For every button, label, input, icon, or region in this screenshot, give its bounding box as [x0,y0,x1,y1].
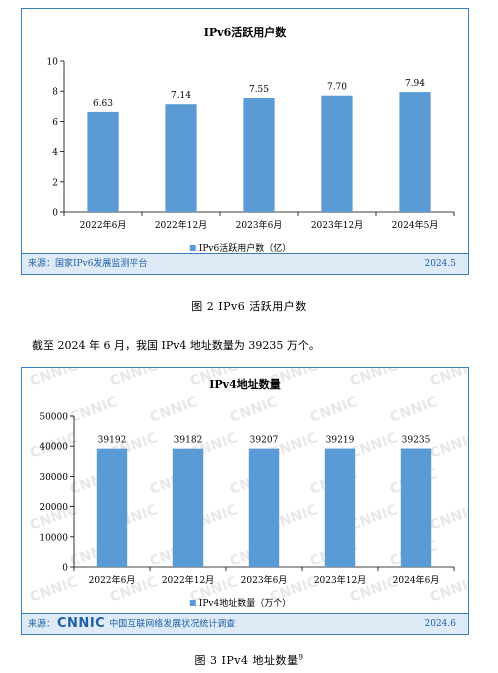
ipv6-source-date: 2024.5 [424,259,457,269]
ipv4-source-bar: 来源： CNNIC 中国互联网络发展状况统计调查 2024.6 [22,613,468,634]
bar [165,104,197,212]
data-label: 39207 [250,436,279,446]
legend: IPv4地址数量（万个） [189,597,291,609]
watermark-text: CNNIC [28,574,80,606]
x-tick-label: 2022年12月 [162,574,214,586]
x-tick-label: 2022年6月 [89,574,136,586]
watermark-text: CNNIC [68,394,120,426]
watermark-text: CNNIC [428,368,468,390]
data-label: 7.70 [327,83,347,93]
ipv4-source-prefix: 来源： [28,619,56,630]
y-tick-label: 0 [62,564,68,574]
y-tick-label: 40000 [39,443,68,453]
legend-swatch [189,600,196,606]
bar [399,92,431,212]
watermark-text: CNNIC [428,430,468,462]
watermark-text: CNNIC [428,502,468,534]
watermark-text: CNNIC [28,368,80,390]
footnote-marker: 9 [298,653,304,662]
bar [248,448,280,567]
legend: IPv6活跃用户数（亿） [189,242,291,254]
x-tick-label: 2023年12月 [314,574,366,586]
y-tick-label: 50000 [39,413,68,423]
y-tick-label: 6 [52,118,58,128]
chart-title: IPv6活跃用户数 [204,25,287,39]
y-tick-label: 10000 [39,533,68,543]
ipv6-chart-panel: IPv6活跃用户数 0 2 4 6 8 10 6.63 2022年6月 7.14 2022年12月 7… [21,8,469,275]
ipv4-chart-panel: CNNIC CNNIC CNNIC CNNIC CNNIC CNNIC CNNIC CNNIC… [21,367,469,635]
watermark-text: CNNIC [148,394,200,426]
y-tick-label: 30000 [39,473,68,483]
x-tick-label: 2024年6月 [393,574,440,586]
figure-3-caption: 图 3 IPv4 地址数量9 [0,652,498,668]
data-label: 7.94 [405,79,425,89]
x-tick-label: 2022年6月 [80,219,127,231]
x-tick-label: 2023年12月 [311,219,363,231]
y-tick-label: 0 [52,209,58,219]
bar [400,448,432,567]
data-label: 39192 [98,436,127,446]
x-tick-label: 2022年12月 [155,219,207,231]
watermark-text: CNNIC [228,394,280,426]
chart-title: IPv4地址数量 [209,377,280,391]
bar [243,97,275,212]
ipv4-source-text: 中国互联网络发展状况统计调查 [109,619,236,630]
watermark-text: CNNIC [348,502,400,534]
data-label: 39182 [174,436,203,446]
bar [324,448,356,567]
data-label: 39235 [402,436,431,446]
ipv4-paragraph: 截至 2024 年 6 月，我国 IPv4 地址数量为 39235 万个。 [32,339,320,352]
y-tick-label: 4 [52,148,58,158]
bar [87,111,119,212]
data-label: 6.63 [93,99,113,109]
watermark-text: CNNIC [108,368,160,390]
cnnic-logo: CNNIC [57,616,106,631]
y-tick-label: 10 [47,58,59,68]
bar [321,95,353,212]
watermark-text: CNNIC [308,394,360,426]
y-tick-label: 2 [52,178,58,188]
legend-swatch [189,245,196,251]
ipv4-source-label: 来源： CNNIC 中国互联网络发展状况统计调查 [28,614,235,635]
watermark-text: CNNIC [388,394,440,426]
x-tick-label: 2024年5月 [392,219,439,231]
x-tick-label: 2023年6月 [241,574,288,586]
bar [172,448,204,567]
ipv4-source-date: 2024.6 [424,619,457,629]
ipv6-source-label: 来源：国家IPv6发展监测平台 [28,259,148,269]
legend-label: IPv4地址数量（万个） [199,597,291,609]
watermark-text: CNNIC [348,368,400,390]
y-tick-label: 20000 [39,503,68,513]
watermark-text: CNNIC [348,430,400,462]
ipv4-chart: CNNIC CNNIC CNNIC CNNIC CNNIC CNNIC CNNIC CNNIC… [28,368,468,609]
ipv6-chart: IPv6活跃用户数 0 2 4 6 8 10 6.63 2022年6月 7.14 2022年12月 7… [47,25,455,254]
figure-2-caption: 图 2 IPv6 活跃用户数 [191,300,307,313]
ipv6-source-bar: 来源：国家IPv6发展监测平台 2024.5 [22,253,468,274]
figure-3-caption-text: 图 3 IPv4 地址数量 [194,654,299,667]
legend-label: IPv6活跃用户数（亿） [199,242,291,254]
data-label: 39219 [326,436,355,446]
data-label: 7.14 [171,91,191,101]
x-tick-label: 2023年6月 [236,219,283,231]
bar [96,448,128,567]
y-tick-label: 8 [52,88,58,98]
data-label: 7.55 [249,85,269,95]
